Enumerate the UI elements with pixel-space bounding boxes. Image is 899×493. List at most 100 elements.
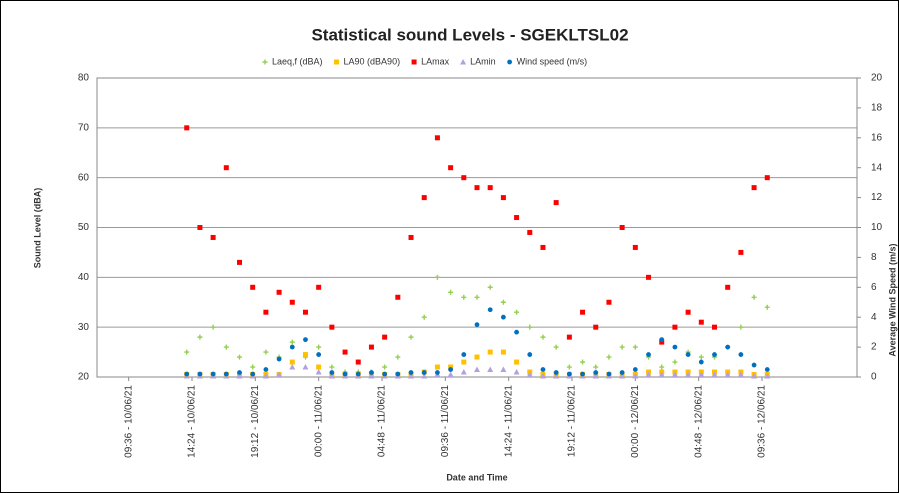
data-point — [236, 373, 243, 379]
data-point — [434, 364, 440, 370]
legend-label: LAmax — [421, 56, 450, 66]
data-point — [461, 359, 467, 365]
data-point — [487, 366, 494, 373]
data-point — [184, 371, 190, 377]
y-tick-label: 30 — [78, 322, 90, 333]
y-tick-label: 80 — [78, 73, 90, 84]
data-point — [276, 289, 282, 295]
data-point — [421, 314, 427, 320]
data-point — [461, 352, 467, 357]
data-point — [263, 309, 269, 315]
data-point — [671, 371, 678, 378]
data-point — [553, 344, 559, 350]
data-point — [448, 289, 454, 295]
x-tick-label: 14:24 - 10/06/21 — [187, 385, 198, 458]
data-point — [737, 371, 744, 378]
data-point — [342, 349, 348, 355]
data-point — [527, 229, 533, 235]
data-point — [500, 366, 507, 373]
data-point — [513, 369, 520, 375]
data-point — [421, 373, 428, 379]
data-point — [698, 319, 704, 325]
data-point — [514, 215, 520, 221]
data-point — [764, 175, 770, 181]
data-point — [474, 294, 480, 300]
data-point — [302, 364, 309, 370]
data-point — [738, 324, 744, 330]
data-point — [329, 370, 335, 375]
data-point — [382, 334, 388, 340]
data-point — [421, 370, 427, 375]
data-point — [329, 324, 335, 330]
data-point — [184, 125, 190, 131]
data-point — [500, 314, 506, 320]
x-tick-label: 04:48 - 11/06/21 — [377, 385, 388, 458]
data-point — [539, 373, 546, 379]
data-point — [382, 371, 388, 377]
legend-marker — [262, 59, 268, 65]
data-point — [302, 309, 308, 315]
legend-label: LA90 (dBA90) — [344, 56, 401, 66]
data-point — [237, 259, 242, 265]
data-point — [606, 354, 612, 360]
data-point — [540, 334, 546, 340]
data-point — [250, 371, 256, 377]
data-point — [553, 373, 560, 379]
y2-tick-label: 12 — [871, 192, 883, 203]
x-tick-label: 14:24 - 11/06/21 — [503, 385, 514, 458]
data-point — [474, 366, 480, 373]
data-point — [646, 274, 652, 280]
legend-marker — [460, 59, 467, 65]
data-point — [447, 371, 454, 378]
data-point — [632, 373, 639, 379]
data-point — [421, 195, 427, 201]
data-point — [460, 369, 467, 375]
data-point — [646, 352, 651, 357]
chart-title: Statistical sound Levels - SGEKLTSL02 — [311, 25, 628, 44]
data-point — [685, 309, 691, 315]
legend-label: Laeq,f (dBA) — [272, 56, 323, 66]
data-point — [408, 334, 414, 340]
data-point — [553, 200, 559, 206]
data-point — [685, 371, 692, 378]
data-point — [580, 371, 585, 377]
data-point — [448, 165, 454, 171]
data-point — [619, 225, 625, 230]
data-point — [303, 337, 308, 343]
y-tick-label: 40 — [78, 272, 90, 283]
data-point — [329, 364, 335, 370]
data-point — [250, 284, 256, 290]
data-point — [751, 185, 757, 191]
data-point — [395, 371, 401, 377]
data-point — [527, 352, 533, 357]
data-point — [487, 284, 493, 290]
data-point — [435, 370, 440, 375]
x-tick-label: 09:36 - 12/06/21 — [757, 385, 768, 458]
y2-tick-label: 0 — [871, 372, 877, 383]
y2-axis-label: Average Wind Speed (m/s) — [887, 243, 897, 356]
y2-tick-label: 10 — [871, 222, 883, 233]
data-point — [514, 359, 520, 365]
y2-tick-label: 8 — [871, 252, 877, 263]
data-point — [606, 371, 612, 377]
data-point — [685, 352, 691, 357]
data-point — [382, 364, 388, 370]
data-point — [738, 249, 744, 255]
data-point — [619, 373, 626, 379]
data-point — [658, 371, 665, 378]
data-point — [645, 371, 652, 378]
data-point — [368, 373, 375, 379]
y-tick-label: 50 — [78, 222, 90, 233]
y2-tick-label: 18 — [871, 103, 883, 114]
data-point — [316, 284, 322, 290]
data-point — [395, 294, 401, 300]
data-point — [368, 344, 374, 350]
data-point — [355, 359, 361, 365]
x-tick-label: 09:36 - 10/06/21 — [123, 385, 134, 458]
legend-marker — [507, 59, 513, 65]
data-point — [632, 367, 638, 372]
data-point — [461, 175, 467, 181]
data-point — [289, 299, 295, 305]
data-point — [434, 274, 440, 280]
data-point — [328, 373, 335, 379]
